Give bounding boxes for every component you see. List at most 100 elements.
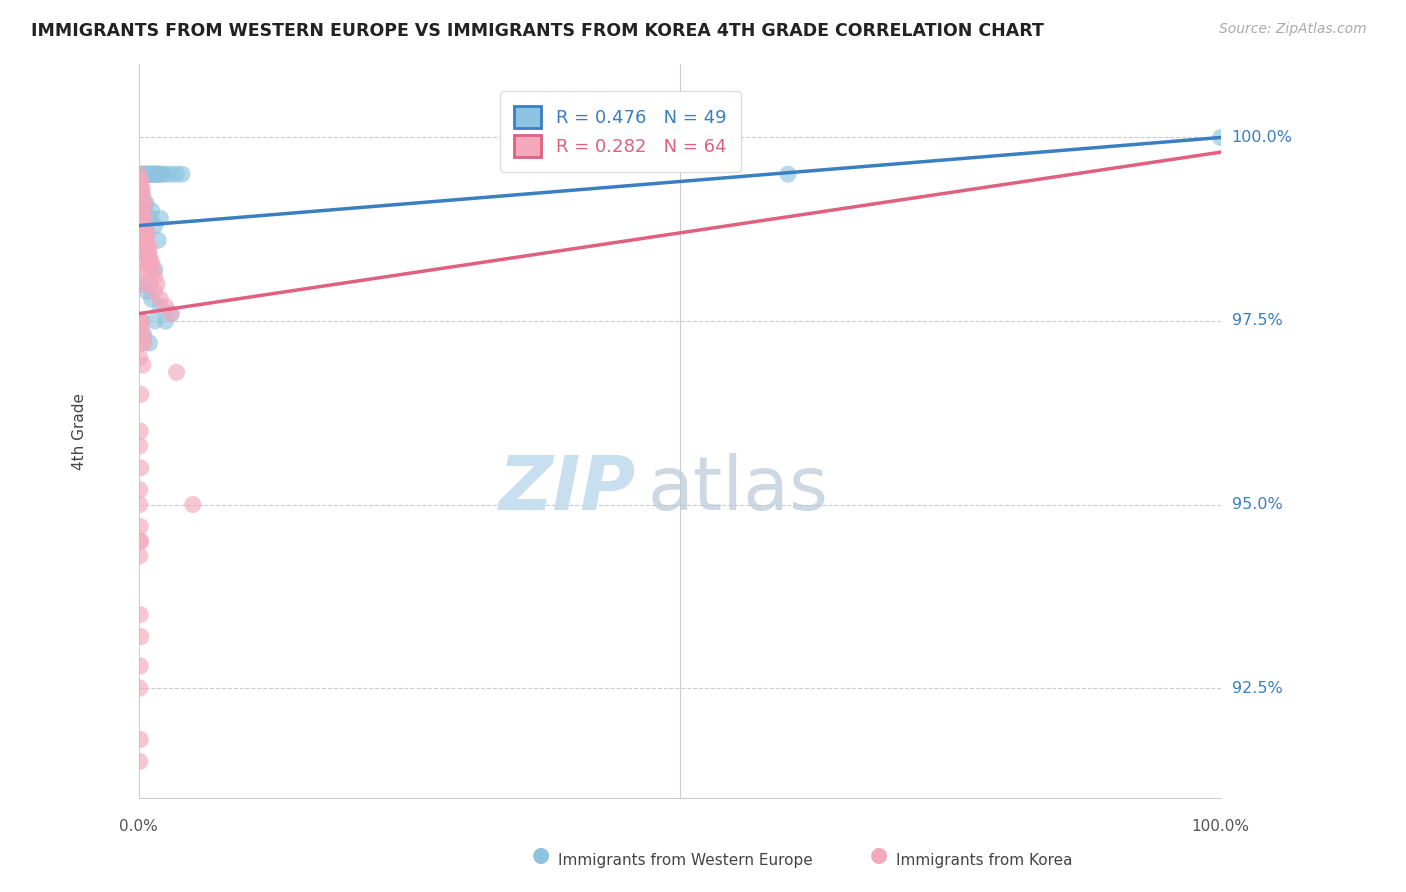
Text: ●: ● bbox=[870, 846, 887, 865]
Point bbox=[132, 241, 155, 255]
Point bbox=[138, 248, 160, 262]
Point bbox=[181, 498, 204, 512]
Text: 92.5%: 92.5% bbox=[1232, 681, 1282, 696]
Point bbox=[132, 203, 155, 218]
Point bbox=[134, 211, 156, 226]
Point bbox=[131, 241, 153, 255]
Point bbox=[135, 262, 157, 277]
Point bbox=[129, 460, 152, 475]
Point bbox=[146, 233, 169, 247]
Point bbox=[138, 255, 160, 269]
Point bbox=[141, 167, 163, 181]
Text: 100.0%: 100.0% bbox=[1192, 819, 1250, 834]
Point bbox=[134, 233, 156, 247]
Point bbox=[128, 483, 150, 497]
Point bbox=[135, 196, 157, 211]
Point bbox=[138, 167, 160, 181]
Point bbox=[131, 167, 153, 181]
Point bbox=[136, 241, 159, 255]
Point bbox=[128, 439, 150, 453]
Point bbox=[139, 255, 162, 269]
Point bbox=[129, 519, 152, 533]
Point bbox=[143, 262, 166, 277]
Point bbox=[128, 755, 150, 769]
Point bbox=[132, 328, 155, 343]
Point bbox=[138, 336, 160, 351]
Point bbox=[136, 262, 159, 277]
Point bbox=[129, 659, 152, 673]
Point bbox=[128, 681, 150, 695]
Point bbox=[136, 285, 159, 299]
Point bbox=[138, 167, 160, 181]
Point bbox=[142, 262, 165, 277]
Point bbox=[129, 630, 152, 644]
Point bbox=[134, 248, 156, 262]
Point bbox=[160, 307, 183, 321]
Point bbox=[141, 292, 163, 306]
Point bbox=[149, 292, 172, 306]
Point bbox=[155, 299, 177, 313]
Point bbox=[128, 167, 150, 181]
Point bbox=[132, 189, 155, 203]
Point bbox=[136, 226, 159, 240]
Point bbox=[143, 219, 166, 233]
Point bbox=[131, 182, 153, 196]
Point bbox=[129, 314, 152, 328]
Point bbox=[132, 167, 155, 181]
Point bbox=[170, 167, 193, 181]
Point bbox=[138, 277, 160, 292]
Point bbox=[139, 167, 162, 181]
Point bbox=[134, 167, 156, 181]
Point bbox=[131, 189, 153, 203]
Point bbox=[132, 167, 155, 181]
Text: 100.0%: 100.0% bbox=[1232, 130, 1292, 145]
Point bbox=[152, 167, 174, 181]
Point bbox=[131, 314, 153, 328]
Point bbox=[776, 167, 799, 181]
Point bbox=[132, 196, 155, 211]
Text: 0.0%: 0.0% bbox=[120, 819, 157, 834]
Point bbox=[1209, 130, 1232, 145]
Point bbox=[131, 321, 153, 335]
Point bbox=[136, 167, 159, 181]
Point bbox=[149, 211, 172, 226]
Point bbox=[141, 203, 163, 218]
Point bbox=[131, 219, 153, 233]
Text: Immigrants from Korea: Immigrants from Korea bbox=[896, 853, 1073, 868]
Point bbox=[132, 336, 155, 351]
Point bbox=[128, 351, 150, 365]
Point bbox=[132, 233, 155, 247]
Point bbox=[131, 336, 153, 351]
Point bbox=[149, 299, 172, 313]
Legend: R = 0.476   N = 49, R = 0.282   N = 64: R = 0.476 N = 49, R = 0.282 N = 64 bbox=[501, 92, 741, 171]
Point bbox=[132, 255, 155, 269]
Point bbox=[143, 314, 166, 328]
Point bbox=[160, 167, 183, 181]
Point bbox=[129, 174, 152, 188]
Point bbox=[142, 167, 165, 181]
Point bbox=[138, 248, 160, 262]
Point bbox=[129, 167, 152, 181]
Point bbox=[149, 167, 172, 181]
Text: ZIP: ZIP bbox=[499, 453, 637, 526]
Point bbox=[138, 211, 160, 226]
Text: Immigrants from Western Europe: Immigrants from Western Europe bbox=[558, 853, 813, 868]
Point bbox=[129, 424, 152, 438]
Point bbox=[129, 534, 152, 549]
Point bbox=[146, 167, 169, 181]
Text: ●: ● bbox=[533, 846, 550, 865]
Text: 95.0%: 95.0% bbox=[1232, 497, 1282, 512]
Point bbox=[131, 182, 153, 196]
Point bbox=[146, 167, 169, 181]
Point bbox=[160, 307, 183, 321]
Text: IMMIGRANTS FROM WESTERN EUROPE VS IMMIGRANTS FROM KOREA 4TH GRADE CORRELATION CH: IMMIGRANTS FROM WESTERN EUROPE VS IMMIGR… bbox=[31, 22, 1043, 40]
Point bbox=[128, 534, 150, 549]
Point bbox=[129, 211, 152, 226]
Point bbox=[135, 167, 157, 181]
Point bbox=[134, 226, 156, 240]
Point bbox=[129, 387, 152, 401]
Point bbox=[141, 255, 163, 269]
Point bbox=[166, 167, 188, 181]
Point bbox=[129, 732, 152, 747]
Point bbox=[128, 203, 150, 218]
